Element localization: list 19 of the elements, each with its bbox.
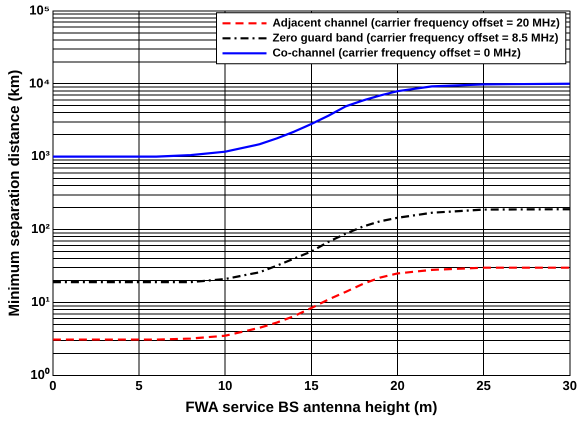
y-tick-label: 10⁰ xyxy=(30,366,50,382)
x-tick-label: 5 xyxy=(135,378,143,393)
legend-label: Adjacent channel (carrier frequency offset = 20 MHz) xyxy=(272,17,560,30)
legend-label: Zero guard band (carrier frequency offset = 8.5 MHz) xyxy=(272,32,559,44)
y-tick-label: 10¹ xyxy=(31,294,50,310)
y-tick-label: 10² xyxy=(31,221,51,236)
y-axis-title: Minimum separation distance (km) xyxy=(6,70,24,316)
x-tick-label: 0 xyxy=(49,378,57,393)
x-tick-label: 10 xyxy=(218,378,232,393)
legend-label: Co-channel (carrier frequency offset = 0 MHz) xyxy=(272,47,521,60)
line-series xyxy=(52,266,570,341)
x-axis-title: FWA service BS antenna height (m) xyxy=(185,399,438,416)
x-tick-label: 25 xyxy=(476,378,491,393)
x-tick-label: 20 xyxy=(390,378,405,393)
x-tick-label: 30 xyxy=(562,378,578,393)
y-tick-label: 10⁴ xyxy=(29,75,50,90)
x-tick-label: 15 xyxy=(304,378,319,393)
y-tick-label: 10³ xyxy=(31,148,51,164)
y-tick-label: 10⁵ xyxy=(29,2,50,18)
